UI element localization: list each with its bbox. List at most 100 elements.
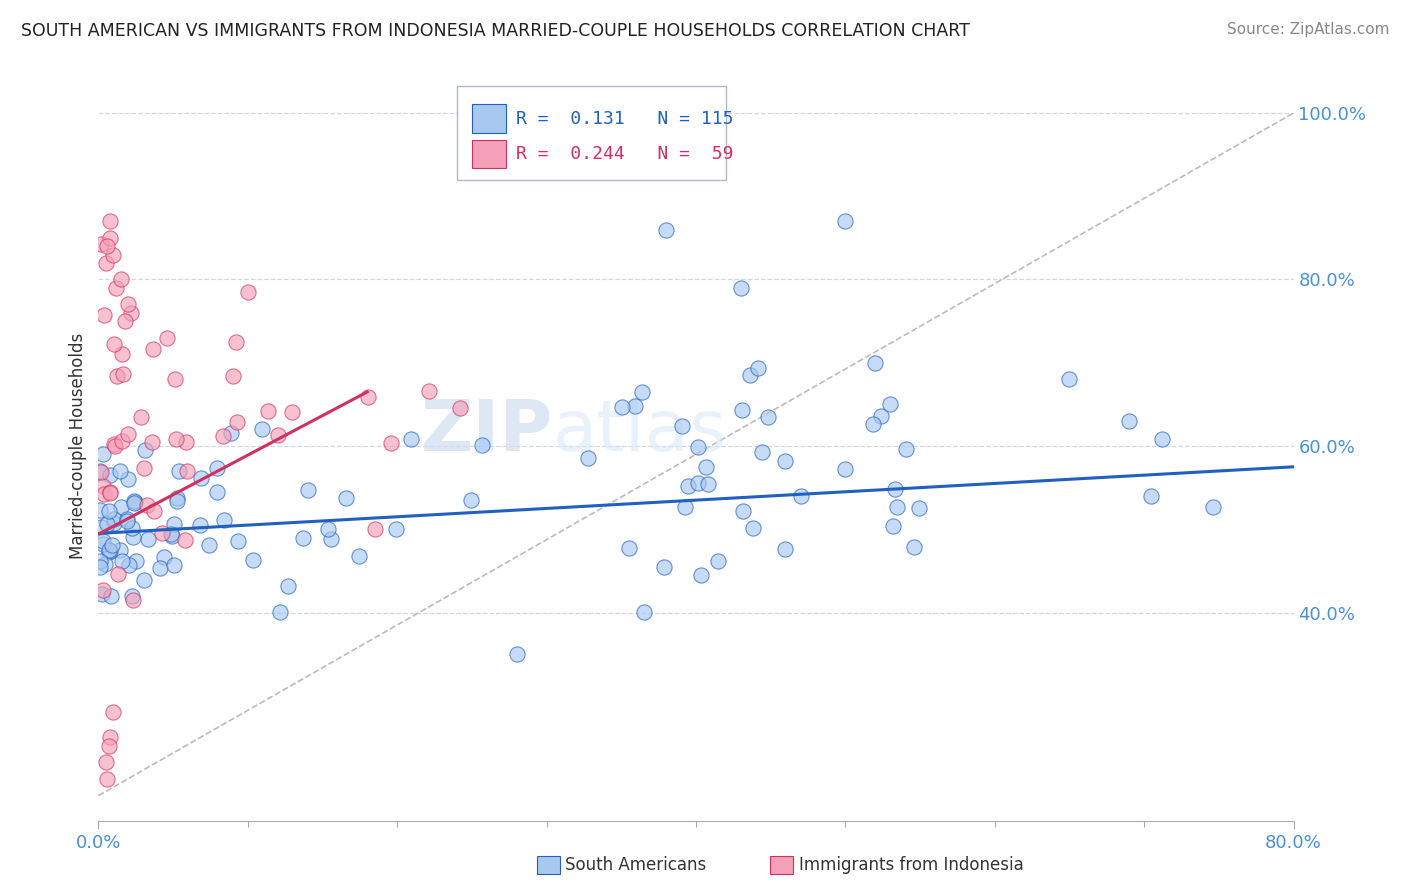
Point: [623, 399, 645, 413]
Point: [671, 419, 693, 434]
Point: [756, 409, 779, 424]
Point: [108, 542, 131, 557]
Point: [117, 427, 139, 442]
Point: [98, 231, 122, 245]
Text: R =  0.244   N =  59: R = 0.244 N = 59: [516, 145, 733, 162]
Point: [159, 527, 181, 541]
Point: [740, 368, 762, 383]
Point: [882, 518, 904, 533]
Point: [321, 533, 343, 547]
Point: [449, 401, 471, 415]
Point: [121, 589, 143, 603]
Point: [688, 475, 710, 490]
Point: [688, 440, 710, 454]
Point: [93, 308, 115, 322]
Point: [162, 516, 184, 531]
Point: [870, 409, 893, 424]
Point: [94, 756, 117, 770]
Point: [153, 549, 176, 564]
Point: [91, 534, 114, 549]
Point: [225, 334, 247, 349]
Point: [124, 494, 146, 508]
Point: [883, 483, 905, 497]
Point: [1150, 432, 1173, 446]
Point: [619, 541, 641, 555]
Point: [865, 356, 887, 370]
Point: [94, 256, 117, 270]
Point: [610, 400, 633, 414]
Point: [103, 512, 125, 526]
Point: [238, 285, 260, 299]
Point: [226, 415, 249, 429]
Point: [219, 426, 242, 441]
Point: [120, 306, 142, 320]
Point: [862, 417, 884, 431]
Point: [655, 222, 678, 236]
Point: [460, 492, 482, 507]
Point: [90, 465, 112, 479]
Text: atlas: atlas: [553, 397, 727, 466]
Point: [633, 605, 655, 619]
Y-axis label: Married-couple Households: Married-couple Households: [69, 333, 87, 559]
Point: [150, 526, 173, 541]
Point: [89, 464, 111, 478]
Point: [205, 484, 228, 499]
Point: [89, 503, 111, 517]
Point: [118, 558, 141, 572]
Point: [100, 468, 122, 483]
Point: [94, 558, 117, 572]
Point: [136, 499, 159, 513]
Point: [174, 533, 197, 548]
Point: [121, 521, 143, 535]
Point: [162, 529, 184, 543]
Point: [212, 513, 235, 527]
Point: [138, 532, 160, 546]
Point: [122, 531, 145, 545]
Point: [226, 534, 249, 549]
Point: [347, 549, 370, 564]
Point: [174, 434, 197, 449]
Point: [96, 516, 118, 531]
Point: [363, 522, 385, 536]
Point: [267, 428, 290, 442]
Point: [190, 471, 212, 485]
Point: [631, 385, 654, 400]
Text: Immigrants from Indonesia: Immigrants from Indonesia: [799, 856, 1024, 874]
Point: [114, 314, 136, 328]
Point: [103, 706, 125, 720]
Point: [707, 554, 730, 568]
Point: [730, 403, 752, 417]
Point: [156, 331, 179, 345]
Point: [110, 434, 132, 449]
Point: [111, 368, 134, 382]
Point: [697, 477, 720, 491]
FancyBboxPatch shape: [472, 139, 506, 168]
Point: [134, 461, 156, 475]
Point: [690, 568, 713, 582]
Point: [198, 538, 221, 552]
Point: [107, 567, 129, 582]
Point: [108, 464, 131, 478]
Point: [896, 442, 918, 456]
Point: [380, 435, 402, 450]
Point: [751, 444, 773, 458]
FancyBboxPatch shape: [472, 104, 506, 133]
Point: [834, 214, 856, 228]
Point: [134, 573, 156, 587]
Point: [96, 239, 118, 253]
Point: [163, 372, 186, 386]
Point: [212, 429, 235, 443]
Point: [166, 494, 188, 508]
Point: [117, 297, 139, 311]
Point: [773, 541, 796, 556]
Point: [269, 605, 291, 619]
Point: [1118, 414, 1140, 428]
Point: [129, 410, 152, 425]
Point: [103, 337, 125, 351]
Point: [163, 558, 186, 572]
Point: [91, 586, 114, 600]
Point: [89, 560, 111, 574]
Point: [125, 554, 148, 568]
Point: [91, 479, 114, 493]
Point: [91, 536, 114, 550]
